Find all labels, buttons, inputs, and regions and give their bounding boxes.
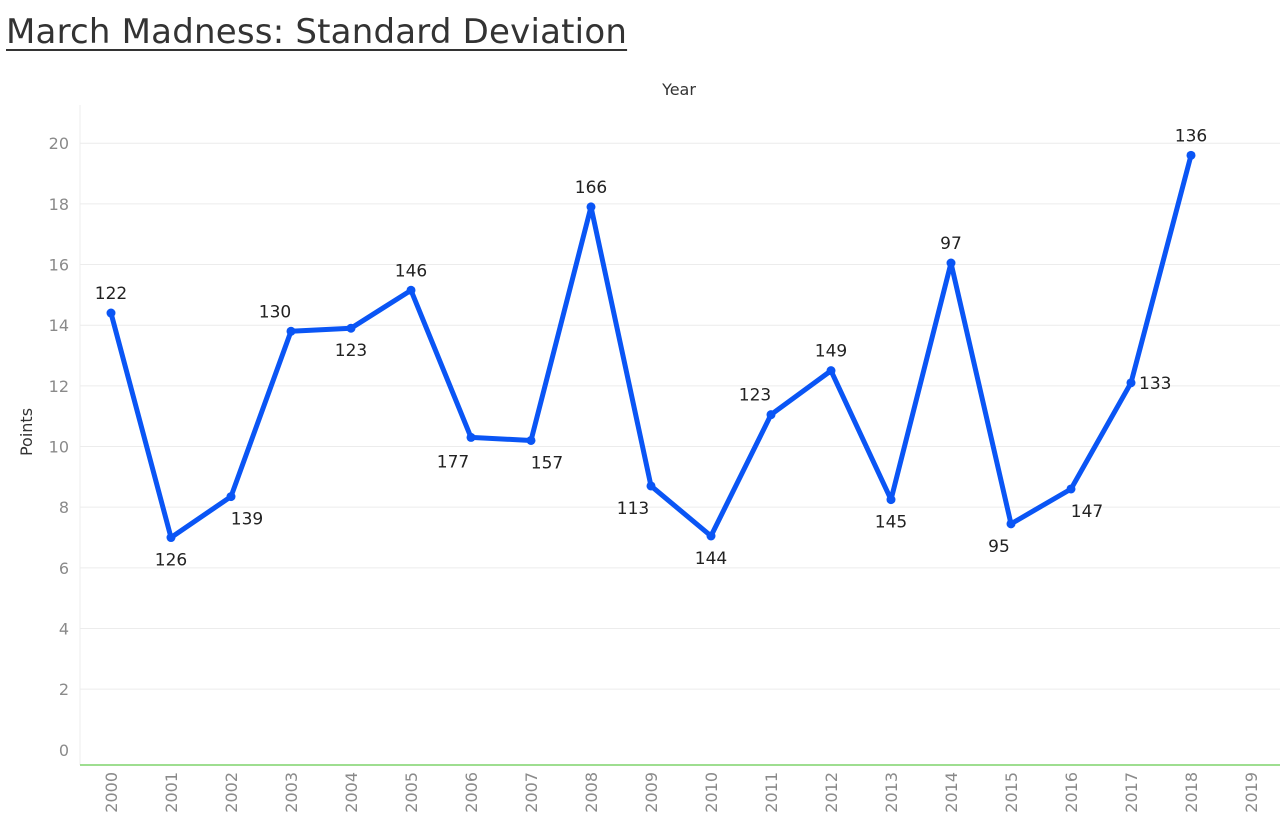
x-tick-label: 2002	[222, 772, 241, 813]
data-point	[766, 410, 776, 420]
chart-title: March Madness: Standard Deviation	[6, 12, 628, 52]
x-tick-label: 2013	[882, 772, 901, 813]
data-label: 123	[335, 341, 367, 361]
data-label: 146	[395, 261, 427, 281]
x-tick-label: 2018	[1182, 772, 1201, 813]
data-point	[1186, 150, 1196, 160]
data-label: 139	[231, 510, 263, 530]
data-point	[1006, 519, 1016, 529]
x-tick-label: 2014	[942, 772, 961, 813]
data-label: 145	[875, 513, 907, 533]
data-label: 136	[1175, 126, 1207, 146]
data-label: 144	[695, 549, 727, 569]
data-label: 133	[1139, 374, 1171, 394]
series-layer	[106, 150, 1196, 543]
data-point	[946, 258, 956, 268]
y-tick-label: 8	[59, 498, 69, 517]
x-axis-ticks: 2000 2001 2002 2003 2004 2005 2006 2007 2008 2009…	[102, 772, 1261, 813]
data-label: 113	[617, 499, 649, 519]
x-tick-label: 2001	[162, 772, 181, 813]
x-tick-label: 2005	[402, 772, 421, 813]
x-tick-label: 2019	[1242, 772, 1261, 813]
data-point	[226, 492, 236, 502]
x-axis-title: Year	[661, 80, 696, 99]
data-point	[406, 285, 416, 295]
series-line	[108, 152, 1194, 541]
data-label: 177	[437, 452, 469, 472]
data-labels: 122 126 139 130 123 146 177 157 166 113 144 123 149 1…	[95, 126, 1207, 570]
data-point	[346, 323, 356, 333]
data-point	[286, 326, 296, 336]
data-point	[586, 202, 596, 212]
data-label: 122	[95, 284, 127, 304]
data-label: 149	[815, 342, 847, 362]
x-tick-label: 2012	[822, 772, 841, 813]
y-tick-label: 14	[49, 316, 69, 335]
y-axis-ticks: 0 2 4 6 8 10 12 14 16 18 20	[49, 134, 69, 760]
data-point	[886, 495, 896, 505]
data-label: 123	[739, 386, 771, 406]
data-point	[106, 308, 116, 318]
data-label: 130	[259, 302, 291, 322]
y-tick-label: 16	[49, 256, 69, 275]
x-tick-label: 2008	[582, 772, 601, 813]
data-label: 157	[531, 453, 563, 473]
data-point	[1066, 484, 1076, 494]
x-tick-label: 2011	[762, 772, 781, 813]
x-tick-label: 2010	[702, 772, 721, 813]
x-tick-label: 2000	[102, 772, 121, 813]
data-point	[646, 481, 656, 491]
x-tick-label: 2009	[642, 772, 661, 813]
x-tick-label: 2006	[462, 772, 481, 813]
gridlines	[79, 105, 1280, 765]
x-tick-label: 2007	[522, 772, 541, 813]
data-point	[706, 531, 716, 541]
data-point	[826, 366, 836, 376]
y-tick-label: 6	[59, 559, 69, 578]
y-tick-label: 4	[59, 620, 69, 639]
data-label: 126	[155, 551, 187, 571]
x-tick-label: 2016	[1062, 772, 1081, 813]
data-label: 147	[1071, 502, 1103, 522]
y-tick-label: 20	[49, 134, 69, 153]
data-point	[166, 533, 176, 543]
data-point	[1126, 378, 1136, 388]
y-tick-label: 10	[49, 438, 69, 457]
x-tick-label: 2003	[282, 772, 301, 813]
y-axis-title: Points	[17, 408, 36, 456]
y-tick-label: 0	[59, 741, 69, 760]
data-point	[526, 435, 536, 445]
y-tick-label: 2	[59, 680, 69, 699]
data-label: 97	[940, 234, 962, 254]
x-tick-label: 2017	[1122, 772, 1141, 813]
y-tick-label: 12	[49, 377, 69, 396]
data-point	[466, 432, 476, 442]
data-label: 166	[575, 178, 607, 198]
data-label: 95	[988, 537, 1010, 557]
x-tick-label: 2004	[342, 772, 361, 813]
y-tick-label: 18	[49, 195, 69, 214]
x-tick-label: 2015	[1002, 772, 1021, 813]
